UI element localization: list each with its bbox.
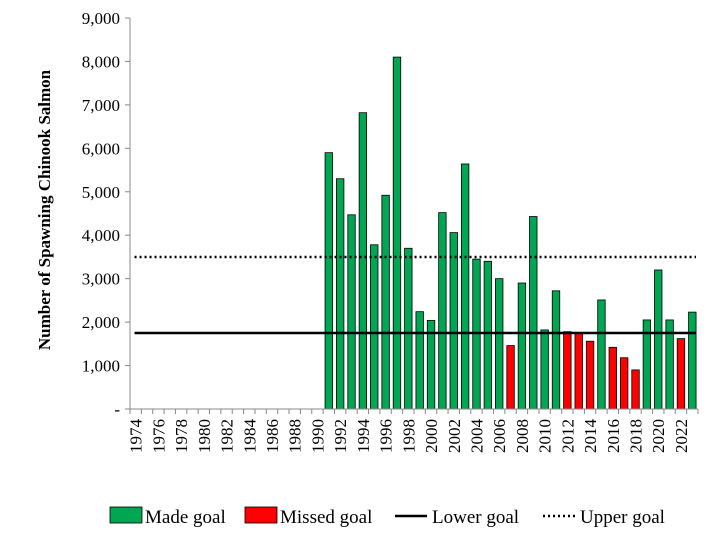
x-tick-label: 1996 bbox=[377, 419, 396, 453]
legend-label: Made goal bbox=[145, 507, 226, 528]
bar-2009 bbox=[529, 216, 538, 410]
legend-label: Upper goal bbox=[580, 507, 665, 528]
x-tick-label: 2000 bbox=[422, 419, 441, 453]
y-axis-label: Number of Spawning Chinook Salmon bbox=[35, 69, 54, 350]
bar-1993 bbox=[347, 214, 356, 410]
bar-2017 bbox=[620, 357, 629, 410]
bar-1992 bbox=[336, 178, 345, 410]
y-tick-label: 4,000 bbox=[82, 226, 120, 245]
x-tick-label: 2020 bbox=[649, 419, 668, 453]
x-tick-label: 1984 bbox=[240, 419, 259, 454]
legend-label: Missed goal bbox=[280, 507, 372, 528]
x-tick-label: 1978 bbox=[172, 419, 191, 453]
bar-1991 bbox=[324, 152, 333, 410]
x-tick-label: 1988 bbox=[286, 419, 305, 453]
bar-2023 bbox=[688, 311, 697, 410]
bar-1999 bbox=[415, 311, 424, 410]
x-tick-label: 1986 bbox=[263, 419, 282, 453]
bar-2020 bbox=[654, 269, 663, 410]
bar-2018 bbox=[631, 369, 640, 410]
x-tick-label: 1976 bbox=[149, 419, 168, 453]
x-tick-label: 1990 bbox=[308, 419, 327, 453]
bar-1994 bbox=[358, 112, 368, 410]
y-tick-label: 8,000 bbox=[82, 52, 120, 71]
x-tick-label: 2016 bbox=[604, 419, 623, 453]
bar-2008 bbox=[517, 282, 527, 410]
x-tick-label: 1992 bbox=[331, 419, 350, 453]
x-tick-label: 2012 bbox=[558, 419, 577, 453]
y-tick-label: 6,000 bbox=[82, 139, 120, 158]
bar-2010 bbox=[540, 329, 549, 410]
y-tick-label: 5,000 bbox=[82, 183, 120, 202]
legend: Made goal Missed goal Lower goal Upper goal bbox=[109, 506, 665, 528]
x-tick-label: 2018 bbox=[627, 419, 646, 453]
x-tick-label: 1974 bbox=[127, 419, 146, 454]
bar-2005 bbox=[483, 260, 492, 410]
y-tick-label: 2,000 bbox=[82, 313, 120, 332]
x-tick-label: 2022 bbox=[672, 419, 691, 453]
bars-group bbox=[324, 56, 697, 410]
legend-swatch bbox=[244, 506, 278, 524]
x-tick-label: 2010 bbox=[536, 419, 555, 453]
bar-1996 bbox=[381, 194, 390, 410]
bar-2001 bbox=[438, 212, 447, 410]
bar-2003 bbox=[460, 163, 470, 410]
bar-2022 bbox=[676, 338, 686, 410]
x-tick-label: 1994 bbox=[354, 419, 373, 454]
y-tick-label: 9,000 bbox=[82, 9, 120, 28]
bar-2006 bbox=[495, 278, 504, 410]
legend-swatch bbox=[109, 506, 143, 524]
legend-label: Lower goal bbox=[432, 507, 519, 528]
x-tick-label: 1982 bbox=[218, 419, 237, 453]
x-tick-label: 2014 bbox=[581, 419, 600, 454]
x-tick-label: 2008 bbox=[513, 419, 532, 453]
x-tick-label: 1980 bbox=[195, 419, 214, 453]
bar-1997 bbox=[392, 56, 402, 410]
bar-2014 bbox=[585, 340, 595, 410]
bar-2016 bbox=[608, 346, 617, 410]
x-tick-label: 1998 bbox=[399, 419, 418, 453]
y-tick-label: 7,000 bbox=[82, 96, 120, 115]
bar-1995 bbox=[370, 244, 379, 410]
y-tick-label: 1,000 bbox=[82, 357, 120, 376]
bar-1998 bbox=[404, 247, 413, 410]
axes-group: - 1,000 2,000 3,000 4,000 5,000 6,000 7,000 8,00… bbox=[82, 9, 699, 454]
bar-2012 bbox=[563, 331, 572, 410]
x-tick-label: 2002 bbox=[445, 419, 464, 453]
y-tick-label: 3,000 bbox=[82, 270, 120, 289]
goal-lines-group bbox=[134, 255, 696, 335]
x-tick-label: 2006 bbox=[490, 419, 509, 453]
bar-2015 bbox=[597, 299, 606, 410]
y-tick-label: - bbox=[114, 400, 120, 419]
bar-2011 bbox=[551, 290, 561, 410]
x-tick-label: 2004 bbox=[467, 418, 486, 453]
bar-2013 bbox=[574, 333, 583, 410]
bar-2007 bbox=[506, 345, 515, 410]
bar-2002 bbox=[449, 232, 458, 410]
